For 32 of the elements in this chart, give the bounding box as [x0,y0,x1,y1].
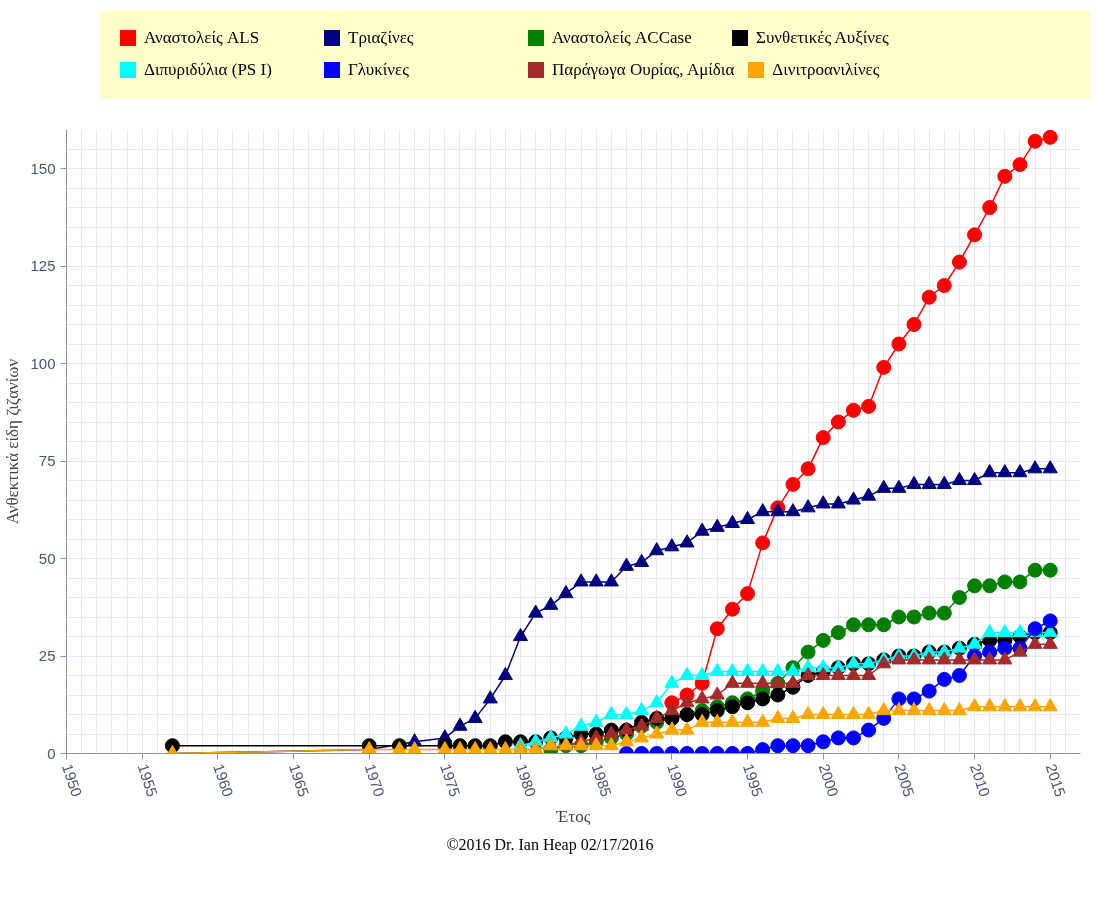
legend-label: Τριαζίνες [348,27,414,49]
legend-label: Συνθετικές Αυξίνες [756,27,889,49]
x-tick-label: 1975 [437,761,464,799]
x-tick-label: 1995 [739,761,767,799]
x-tick-label: 2005 [891,761,918,799]
x-tick-label: 2010 [966,761,994,799]
x-tick-label: 1970 [361,761,389,799]
legend-label: Δινιτροανιλίνες [772,59,880,82]
x-tick-label: 2015 [1042,761,1070,799]
x-tick-label: 1985 [588,761,616,799]
legend-label: Διπυριδύλια (PS I) [144,59,272,82]
legend-label: Αναστολείς ACCase [552,27,692,49]
y-tick-label: 100 [30,354,56,372]
x-tick-label: 1960 [210,761,237,799]
y-tick-label: 0 [47,744,56,762]
legend-label: Γλυκίνες [348,59,409,82]
x-tick-label: 1965 [285,761,313,799]
y-tick-label: 50 [38,549,56,567]
text: ©2016 Dr. Ian Heap 02/17/2016 [446,834,654,856]
y-tick-label: 150 [30,159,56,177]
legend-label: Αναστολείς ALS [144,27,260,49]
x-tick-label: 1955 [134,761,162,799]
x-axis-title: Έτος [555,806,591,826]
x-tick-label: 2000 [815,761,843,799]
x-tick-label: 1990 [664,761,691,799]
y-tick-label: 125 [30,256,56,274]
y-tick-label: 75 [38,451,56,469]
x-tick-label: 1980 [512,761,540,799]
x-tick-label: 1950 [58,761,86,799]
y-axis-title: Ανθεκτικά είδη ζιζανίων [3,358,23,524]
legend-label: Παράγωγα Ουρίας, Αμίδια [552,59,735,82]
y-tick-label: 25 [38,646,56,664]
